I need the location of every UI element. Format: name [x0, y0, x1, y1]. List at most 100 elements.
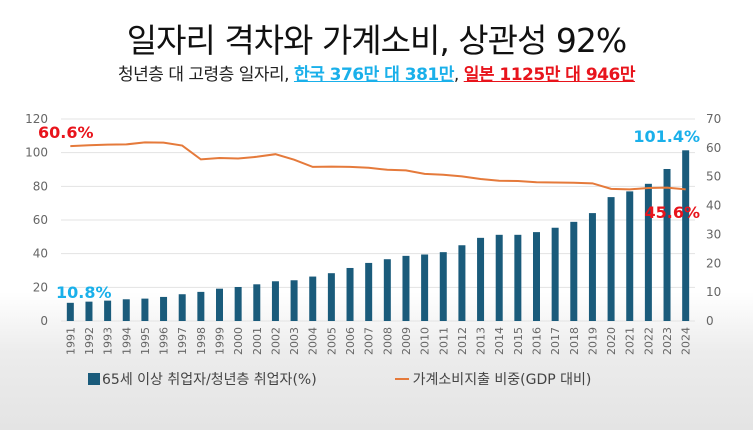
x-tick-2021: 2021: [624, 327, 637, 355]
bar-2015: [514, 234, 522, 321]
bar-2006: [346, 267, 354, 321]
bar-2017: [551, 227, 559, 321]
y-right-tick: 40: [706, 199, 721, 213]
bar-1996: [160, 296, 168, 321]
bar-2019: [588, 213, 596, 321]
x-tick-2009: 2009: [400, 327, 413, 355]
x-tick-1993: 1993: [102, 327, 115, 355]
x-tick-2018: 2018: [568, 327, 581, 355]
bar-2022: [644, 183, 652, 321]
x-tick-2013: 2013: [475, 327, 488, 355]
x-tick-2016: 2016: [531, 327, 544, 355]
bar-2005: [327, 273, 335, 321]
bar-2000: [234, 286, 242, 321]
y-left-tick: 40: [33, 247, 48, 261]
y-left-tick: 100: [25, 146, 48, 160]
legend-label-line: 가계소비지출 비중(GDP 대비): [412, 372, 592, 388]
bar-2016: [533, 232, 540, 321]
bar-2021: [626, 191, 634, 321]
x-tick-2024: 2024: [680, 327, 693, 355]
x-tick-2015: 2015: [512, 327, 525, 355]
x-tick-2020: 2020: [605, 327, 618, 355]
x-tick-2023: 2023: [661, 327, 674, 355]
bar-2009: [402, 255, 410, 321]
y-right-tick: 20: [706, 256, 721, 270]
legend: 65세 이상 취업자/청년층 취업자(%) 가계소비지출 비중(GDP 대비): [88, 369, 591, 389]
bar-2011: [439, 252, 447, 321]
legend-item-bar: 65세 이상 취업자/청년층 취업자(%): [88, 369, 317, 389]
bar-1991: [66, 302, 74, 321]
x-tick-1998: 1998: [195, 327, 208, 355]
y-left-tick: 60: [33, 213, 48, 227]
x-tick-1991: 1991: [64, 327, 77, 355]
annotation-bar-start: 10.8%: [56, 283, 112, 302]
x-tick-1996: 1996: [158, 327, 171, 355]
x-tick-1997: 1997: [176, 327, 189, 355]
bar-2010: [421, 254, 429, 321]
bar-2008: [383, 259, 391, 321]
x-tick-2007: 2007: [363, 327, 376, 355]
annotation-bar-end: 101.4%: [633, 127, 700, 146]
y-right-tick: 60: [706, 141, 721, 155]
x-tick-2006: 2006: [344, 327, 357, 355]
y-right-tick: 0: [706, 314, 714, 328]
subtitle-sep: ,: [453, 65, 464, 85]
x-tick-2012: 2012: [456, 327, 469, 355]
bar-1998: [197, 291, 205, 321]
chart-subtitle: 청년층 대 고령층 일자리, 한국 376만 대 381만, 일본 1125만 …: [0, 60, 753, 85]
x-tick-2010: 2010: [419, 327, 432, 355]
bar-2020: [607, 197, 615, 321]
chart-title: 일자리 격차와 가계소비, 상관성 92%: [126, 21, 627, 60]
legend-swatch-line: [394, 378, 409, 380]
bar-2013: [477, 237, 485, 321]
subtitle-korea: 한국 376만 대 381만: [293, 65, 454, 85]
bar-2002: [271, 281, 279, 321]
bar-1995: [141, 298, 149, 321]
y-left-tick: 80: [33, 179, 48, 193]
x-tick-2005: 2005: [325, 327, 338, 355]
y-left-tick: 120: [25, 112, 48, 126]
bar-1994: [122, 299, 130, 321]
x-tick-2002: 2002: [269, 327, 282, 355]
x-tick-2004: 2004: [307, 327, 320, 355]
bar-2004: [309, 276, 317, 321]
y-right-tick: 70: [706, 112, 721, 126]
y-right-tick: 10: [706, 285, 721, 299]
x-tick-1994: 1994: [120, 327, 133, 355]
bar-1999: [216, 288, 223, 321]
bar-2023: [663, 168, 671, 321]
x-tick-2003: 2003: [288, 327, 301, 355]
y-right-tick: 30: [706, 227, 721, 241]
legend-swatch-bar: [88, 373, 100, 385]
y-left-tick: 20: [33, 280, 48, 294]
bar-2024: [682, 150, 690, 321]
x-tick-2000: 2000: [232, 327, 245, 355]
bar-2012: [458, 245, 466, 321]
x-tick-1999: 1999: [214, 327, 227, 355]
bar-2014: [495, 234, 503, 321]
bar-1997: [178, 294, 186, 321]
x-tick-2019: 2019: [586, 327, 599, 355]
annotation-line-end: 45.6%: [644, 203, 700, 222]
line-series: [70, 141, 686, 191]
legend-label-bar: 65세 이상 취업자/청년층 취업자(%): [102, 372, 317, 388]
x-tick-2022: 2022: [642, 327, 655, 355]
y-right-tick: 50: [706, 170, 721, 184]
x-tick-2008: 2008: [381, 327, 394, 355]
x-tick-2001: 2001: [251, 327, 264, 355]
bar-1993: [104, 300, 112, 321]
x-tick-2014: 2014: [493, 327, 506, 355]
bar-2001: [253, 284, 261, 321]
annotation-line-start: 60.6%: [38, 123, 94, 142]
subtitle-prefix: 청년층 대 고령층 일자리,: [118, 65, 294, 85]
x-tick-1995: 1995: [139, 327, 152, 355]
y-left-tick: 0: [40, 314, 48, 328]
legend-item-line: 가계소비지출 비중(GDP 대비): [394, 369, 592, 389]
x-tick-1992: 1992: [83, 327, 96, 355]
x-tick-2011: 2011: [437, 327, 450, 355]
x-tick-2017: 2017: [549, 327, 562, 355]
bar-2007: [365, 262, 373, 321]
subtitle-japan: 일본 1125만 대 946만: [463, 65, 636, 85]
bar-2003: [290, 280, 298, 321]
